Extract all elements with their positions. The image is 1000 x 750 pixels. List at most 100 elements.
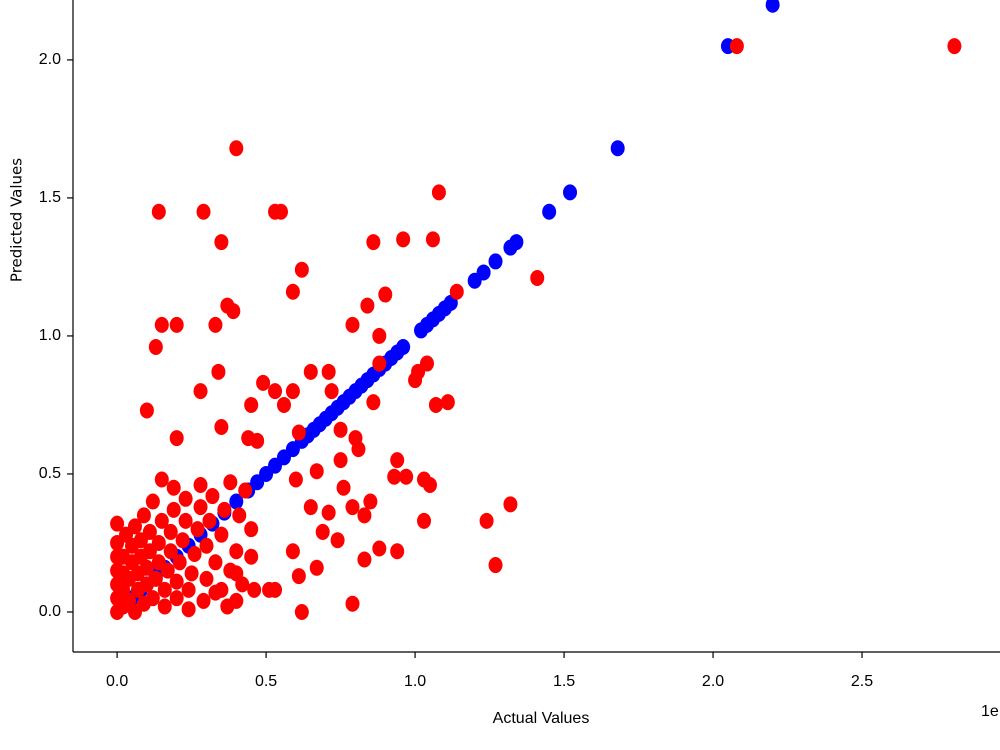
scatter-point: [181, 601, 196, 618]
scatter-point: [336, 479, 351, 496]
y-tick-label: 0.5: [39, 465, 61, 482]
scatter-point: [214, 526, 229, 543]
scatter-point: [309, 463, 324, 480]
scatter-point: [175, 532, 190, 549]
scatter-point: [530, 269, 545, 286]
scatter-point: [488, 253, 503, 270]
scatter-point: [235, 576, 250, 593]
scatter-point: [366, 234, 381, 251]
scatter-point: [208, 584, 223, 601]
scatter-point: [229, 140, 244, 157]
scatter-point: [193, 476, 208, 493]
scatter-point: [449, 283, 464, 300]
scatter-point: [193, 383, 208, 400]
y-tick-label: 1.5: [39, 189, 61, 206]
scatter-point: [196, 203, 211, 220]
scatter-point: [184, 565, 199, 582]
scatter-point: [419, 355, 434, 372]
scatter-point: [154, 471, 169, 488]
scatter-point: [151, 203, 166, 220]
scatter-point: [208, 316, 223, 333]
scatter-point: [157, 598, 172, 615]
scatter-point: [169, 590, 184, 607]
scatter-point: [196, 592, 211, 609]
scatter-point: [187, 546, 202, 563]
scatter-point: [294, 603, 309, 620]
scatter-point: [151, 534, 166, 551]
scatter-point: [399, 468, 414, 485]
scatter-point: [333, 421, 348, 438]
scatter-point: [276, 396, 291, 413]
scatter-point: [163, 543, 178, 560]
scatter-point: [285, 283, 300, 300]
x-tick-label: 1.5: [553, 673, 575, 690]
scatter-point: [178, 490, 193, 507]
scatter-point: [202, 512, 217, 529]
scatter-point: [273, 203, 288, 220]
scatter-point: [440, 394, 455, 411]
scatter-point: [610, 140, 625, 157]
scatter-point: [229, 543, 244, 560]
scatter-point: [244, 396, 259, 413]
scatter-point: [205, 488, 220, 505]
scatter-point: [330, 532, 345, 549]
scatter-point: [351, 441, 366, 458]
scatter-point: [223, 562, 238, 579]
scatter-point: [223, 474, 238, 491]
scatter-point: [288, 471, 303, 488]
scatter-point: [190, 521, 205, 538]
scatter-point: [145, 590, 160, 607]
scatter-point: [160, 562, 175, 579]
scatter-point: [244, 521, 259, 538]
y-tick-label: 2.0: [39, 51, 61, 68]
scatter-point: [396, 338, 411, 355]
scatter-point: [372, 327, 387, 344]
scatter-point: [127, 518, 142, 535]
scatter-point: [157, 581, 172, 598]
scatter-point: [303, 363, 318, 380]
scatter-point: [309, 559, 324, 576]
scatter-point: [220, 598, 235, 615]
scatter-point: [396, 231, 411, 248]
scatter-point: [169, 316, 184, 333]
scatter-point: [488, 557, 503, 574]
scatter-point: [324, 383, 339, 400]
scatter-point: [372, 540, 387, 557]
scatter-point: [422, 476, 437, 493]
scatter-point: [408, 372, 423, 389]
scatter-point: [229, 493, 244, 510]
scatter-point: [226, 303, 241, 320]
x-axis-label: Actual Values: [493, 710, 590, 727]
scatter-point: [431, 184, 446, 201]
scatter-point: [542, 203, 557, 220]
scatter-point: [425, 231, 440, 248]
scatter-point: [169, 573, 184, 590]
scatter-point: [247, 581, 262, 598]
scatter-point: [154, 316, 169, 333]
scatter-point: [390, 452, 405, 469]
scatter-point: [372, 355, 387, 372]
scatter-point: [217, 501, 232, 518]
scatter-point: [345, 595, 360, 612]
scatter-point: [145, 493, 160, 510]
y-axis-label: Predicted Values: [8, 158, 26, 282]
scatter-point: [345, 316, 360, 333]
scatter-point: [428, 396, 443, 413]
y-tick-label: 1.0: [39, 327, 61, 344]
scatter-point: [357, 507, 372, 524]
scatter-point: [166, 479, 181, 496]
scatter-point: [142, 523, 157, 540]
scatter-point: [360, 297, 375, 314]
offset-text: 1e: [981, 703, 999, 720]
scatter-point: [390, 543, 405, 560]
scatter-point: [262, 581, 277, 598]
scatter-point: [503, 496, 518, 513]
scatter-point: [387, 468, 402, 485]
scatter-point: [947, 38, 962, 55]
scatter-point: [563, 184, 578, 201]
scatter-point: [110, 515, 125, 532]
scatter-point: [136, 507, 151, 524]
scatter-point: [333, 452, 348, 469]
scatter-point: [294, 261, 309, 278]
